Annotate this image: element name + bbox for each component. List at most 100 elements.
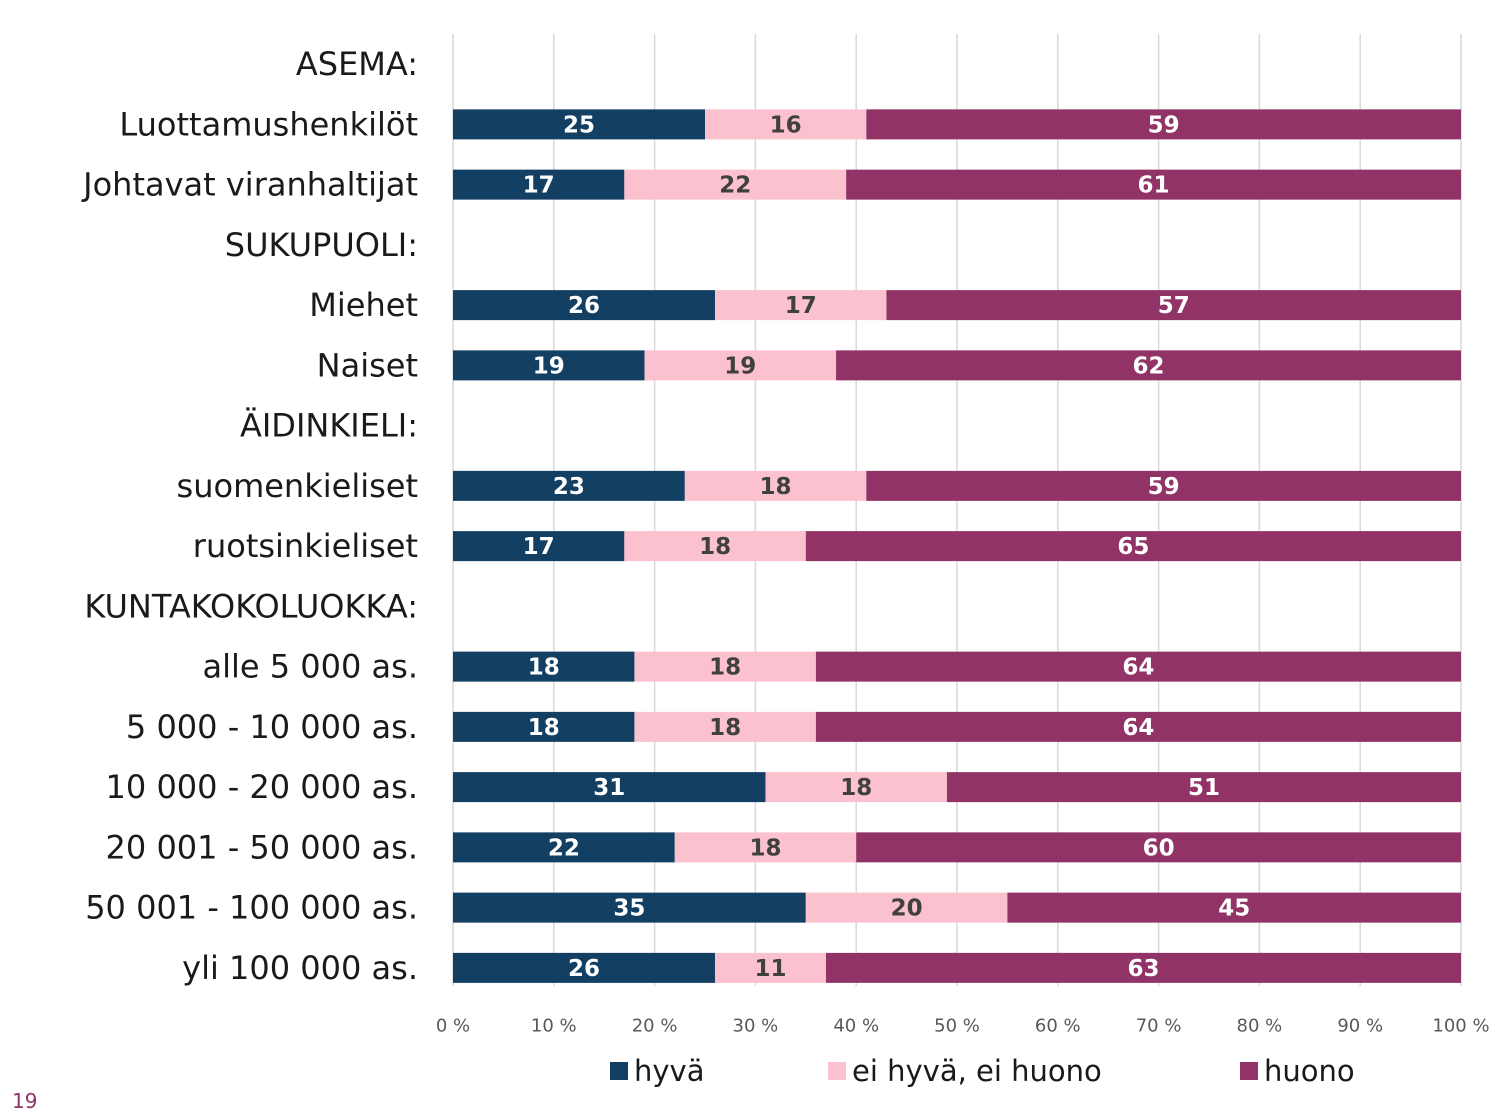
data-label: 61 (1138, 173, 1170, 199)
bar-segment (453, 169, 625, 200)
data-label: 45 (1218, 896, 1250, 922)
bar-segment (946, 772, 1461, 803)
data-label: 20 (891, 896, 923, 922)
bar-segment (715, 290, 887, 321)
data-label: 31 (593, 775, 625, 801)
data-label: 23 (553, 474, 585, 500)
legend-label: ei hyvä, ei huono (852, 1054, 1102, 1088)
category-label: 50 001 - 100 000 as. (85, 889, 418, 927)
x-tick-label: 40 % (833, 1016, 879, 1037)
data-label: 18 (760, 474, 792, 500)
bar-segment (846, 169, 1461, 200)
legend-swatch (1240, 1062, 1258, 1080)
x-tick-label: 0 % (436, 1016, 470, 1037)
data-label: 22 (719, 173, 751, 199)
category-label: KUNTAKOKOLUOKKA: (84, 587, 418, 625)
bar-segment (836, 350, 1461, 381)
data-label: 18 (709, 655, 741, 681)
bar-segment (705, 109, 867, 140)
data-label: 57 (1158, 293, 1190, 319)
bar-segment (634, 711, 816, 742)
legend-label: hyvä (634, 1054, 704, 1088)
bar-segment (765, 772, 947, 803)
bar-segment (674, 832, 857, 863)
category-label: 20 001 - 50 000 as. (106, 828, 418, 866)
data-label: 18 (840, 775, 872, 801)
data-label: 18 (749, 835, 781, 861)
bar-segment (1007, 892, 1461, 923)
bar-segment (624, 169, 847, 200)
x-tick-label: 50 % (934, 1016, 980, 1037)
x-tick-label: 30 % (733, 1016, 779, 1037)
legend-swatch (828, 1062, 846, 1080)
bar-segment (856, 832, 1461, 863)
bar-segment (624, 531, 806, 562)
category-label: suomenkieliset (177, 467, 418, 505)
bar-segment (805, 531, 1461, 562)
data-label: 59 (1148, 112, 1180, 138)
data-label: 26 (568, 956, 600, 982)
data-label: 59 (1148, 474, 1180, 500)
bar-segment (453, 290, 716, 321)
x-tick-label: 90 % (1337, 1016, 1383, 1037)
data-label: 63 (1127, 956, 1159, 982)
bar-segment (453, 651, 635, 682)
bar-segment (815, 651, 1461, 682)
bar-segment (715, 952, 826, 983)
data-label: 18 (528, 715, 560, 741)
bar-segment (644, 350, 837, 381)
category-label: SUKUPUOLI: (225, 226, 418, 264)
data-label: 16 (770, 112, 802, 138)
data-label: 26 (568, 293, 600, 319)
data-label: 62 (1133, 353, 1165, 379)
bar-segment (886, 290, 1461, 321)
x-tick-label: 60 % (1035, 1016, 1081, 1037)
x-tick-label: 70 % (1136, 1016, 1182, 1037)
data-label: 64 (1122, 715, 1154, 741)
bar-segment (453, 892, 806, 923)
data-label: 22 (548, 835, 580, 861)
data-label: 35 (613, 896, 645, 922)
bar-segment (453, 952, 716, 983)
bar-segment (453, 531, 625, 562)
data-label: 51 (1188, 775, 1220, 801)
bar-segment (453, 832, 675, 863)
category-label: Johtavat viranhaltijat (81, 166, 418, 204)
x-tick-label: 20 % (632, 1016, 678, 1037)
data-label: 17 (523, 173, 555, 199)
bar-segment (453, 772, 766, 803)
category-label: Naiset (317, 346, 418, 384)
category-label: 10 000 - 20 000 as. (106, 768, 418, 806)
bar-segment (825, 952, 1461, 983)
category-label: ASEMA: (296, 45, 418, 83)
bar-segment (634, 651, 816, 682)
x-tick-label: 100 % (1432, 1016, 1489, 1037)
data-label: 25 (563, 112, 595, 138)
category-label: Luottamushenkilöt (119, 105, 418, 143)
data-label: 19 (724, 353, 756, 379)
bar-segment (453, 711, 635, 742)
bar-segment (453, 109, 705, 140)
x-tick-label: 10 % (531, 1016, 577, 1037)
data-label: 64 (1122, 655, 1154, 681)
data-label: 65 (1117, 534, 1149, 560)
legend-swatch (610, 1062, 628, 1080)
legend-label: huono (1264, 1054, 1355, 1088)
category-label: alle 5 000 as. (203, 648, 418, 686)
data-label: 60 (1143, 835, 1175, 861)
bar-segment (815, 711, 1461, 742)
category-label: Miehet (309, 286, 418, 324)
bar-segment (866, 109, 1461, 140)
bar-segment (805, 892, 1008, 923)
data-label: 18 (528, 655, 560, 681)
category-label: ÄIDINKIELI: (240, 407, 418, 445)
data-label: 11 (755, 956, 787, 982)
bar-segment (866, 470, 1461, 501)
category-label: 5 000 - 10 000 as. (126, 708, 418, 746)
data-label: 19 (533, 353, 565, 379)
category-label: ruotsinkieliset (193, 527, 418, 565)
x-tick-label: 80 % (1237, 1016, 1283, 1037)
bar-segment (453, 470, 685, 501)
data-label: 18 (699, 534, 731, 560)
